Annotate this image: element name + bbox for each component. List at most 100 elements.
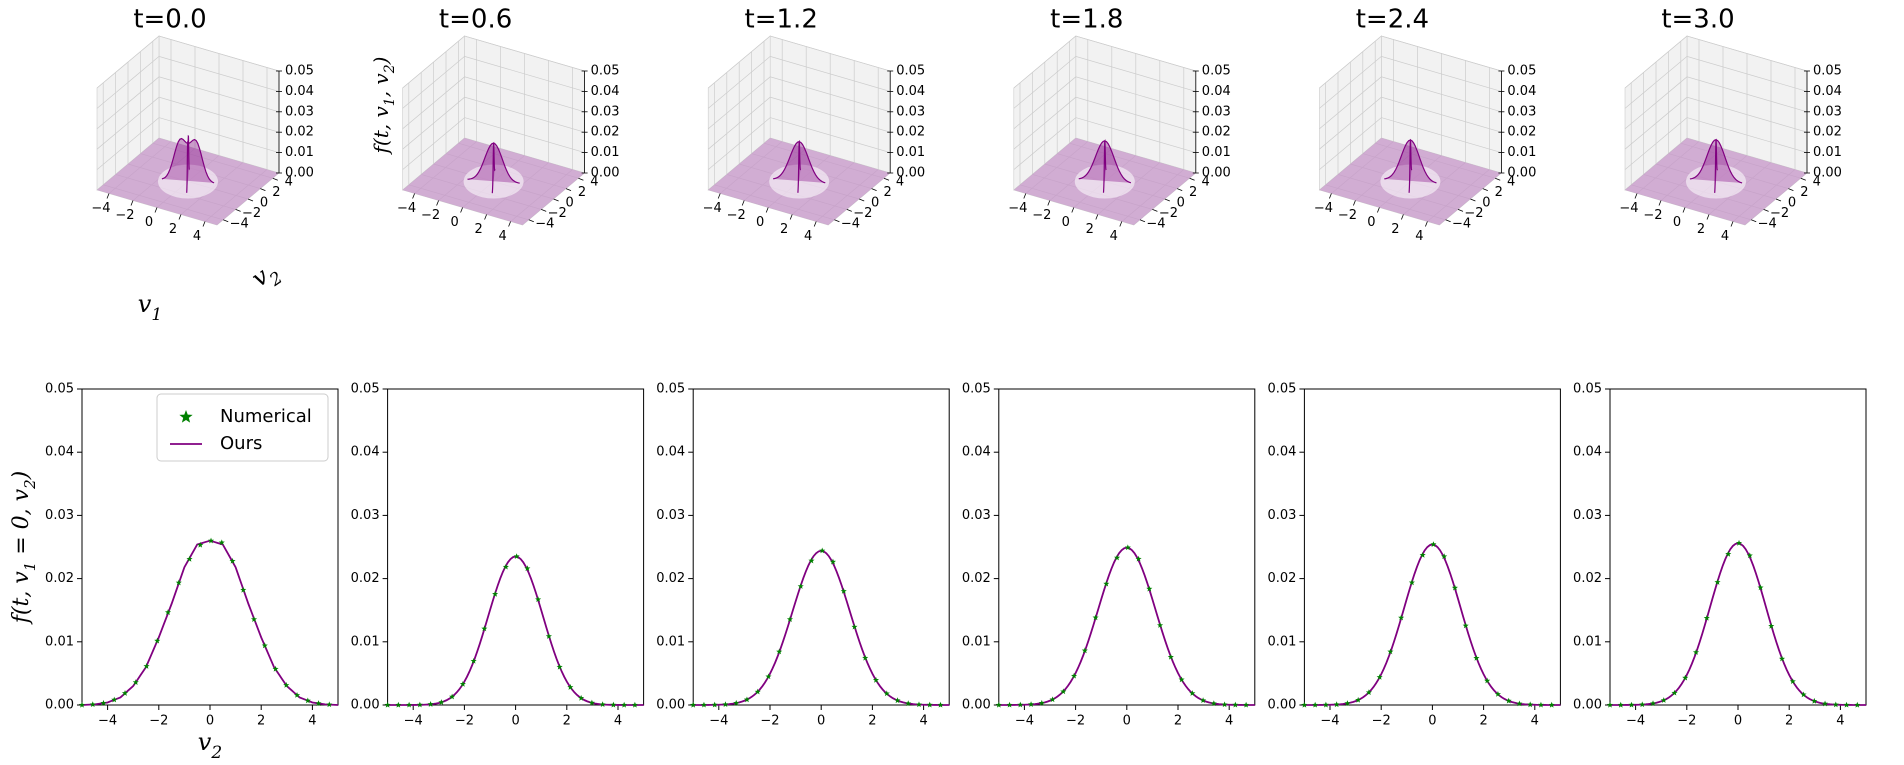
x-tick-label: 2	[868, 714, 876, 729]
x-tick-label: −4	[1314, 201, 1333, 216]
y-tick	[235, 209, 241, 212]
x-tick	[106, 193, 110, 199]
numerical-marker	[1649, 700, 1657, 707]
x-tick-label: 4	[919, 714, 927, 729]
x-tick	[1682, 207, 1686, 213]
y-tick-label: 0.05	[656, 382, 685, 397]
numerical-marker	[179, 410, 193, 423]
numerical-marker	[111, 696, 118, 703]
numerical-marker	[1430, 541, 1437, 547]
z-tick-label: 0.05	[591, 64, 620, 79]
x-tick-label: 2	[1086, 222, 1094, 237]
y-tick-label: 2	[1800, 185, 1808, 200]
numerical-marker	[1757, 584, 1764, 591]
z-tick-label: 0.00	[1507, 166, 1536, 181]
surface-panel: t=2.40.000.010.020.030.040.05−4 −2 0 2 4−4−2…	[1314, 5, 1537, 245]
x-tick	[1329, 193, 1332, 199]
y-tick	[1788, 188, 1794, 191]
panel-title: t=1.2	[745, 5, 818, 35]
grid-line	[1319, 56, 1502, 109]
y-tick-label: 2	[272, 185, 280, 200]
numerical-marker	[1671, 689, 1678, 696]
numerical-marker	[492, 590, 499, 597]
numerical-marker	[1617, 701, 1624, 708]
numerical-marker	[700, 701, 707, 708]
x-tick	[813, 221, 817, 227]
y-tick	[247, 198, 254, 202]
y-tick-label: 0.03	[351, 508, 380, 523]
numerical-marker	[894, 697, 901, 704]
x-tick	[1119, 221, 1123, 227]
grid-line	[707, 56, 891, 109]
numerical-marker	[1735, 539, 1743, 546]
grid-line	[1624, 76, 1808, 130]
slice-panel: −4 −2 0 2 4 0.00 0.01 0.02 0.03 0.04 0.05	[656, 382, 950, 729]
z-tick-label: 0.02	[1507, 125, 1536, 140]
y-tick	[859, 198, 865, 202]
numerical-marker	[164, 609, 172, 615]
y-tick-label: 0.01	[351, 634, 380, 649]
numerical-marker	[1210, 700, 1217, 707]
y-tick-label: 4	[1201, 175, 1209, 190]
numerical-marker	[1811, 697, 1818, 704]
z-tick-label: 0.04	[1813, 84, 1842, 99]
x-tick	[789, 214, 793, 220]
numerical-marker	[1344, 700, 1351, 706]
x-tick-label: 4	[1110, 229, 1118, 244]
numerical-marker	[1725, 550, 1732, 557]
x-tick-label: 4	[1721, 229, 1729, 244]
x-tick-label: 0	[145, 215, 153, 230]
x-tick-label: −2	[1032, 208, 1051, 223]
x-tick-label: 2	[1785, 714, 1793, 729]
grid-line	[1319, 76, 1502, 130]
numerical-marker	[690, 701, 697, 708]
grid-line	[707, 96, 891, 150]
numerical-marker	[1537, 701, 1544, 708]
x-tick	[1730, 221, 1734, 227]
surface-ridge	[491, 141, 496, 194]
numerical-marker	[1038, 699, 1045, 706]
numerical-marker	[218, 539, 225, 546]
x-axis-label: v2	[198, 728, 222, 763]
x-tick	[1047, 200, 1051, 206]
numerical-marker	[1768, 622, 1775, 629]
numerical-marker	[406, 701, 413, 708]
y-tick	[871, 188, 877, 191]
numerical-marker	[1124, 544, 1131, 551]
x-tick-label: 0	[756, 215, 764, 230]
z-tick-label: 0.01	[896, 145, 925, 160]
y-tick-label: 0.01	[45, 634, 74, 649]
numerical-marker	[481, 625, 488, 632]
y-tick-label: 0.05	[1267, 382, 1296, 397]
numerical-marker	[207, 537, 215, 544]
numerical-marker	[1419, 551, 1426, 558]
grid-line	[1624, 117, 1808, 170]
numerical-marker	[1157, 622, 1164, 628]
y-tick-label: 2	[883, 185, 891, 200]
numerical-marker	[872, 676, 880, 683]
numerical-marker	[438, 699, 445, 705]
x-tick-label: −2	[1338, 208, 1357, 223]
numerical-marker	[1462, 622, 1469, 629]
surface-ridge	[186, 134, 190, 193]
y-tick	[260, 188, 266, 191]
grid-line	[1013, 117, 1196, 170]
numerical-marker	[621, 701, 628, 708]
y-tick-label: −2	[242, 206, 261, 221]
numerical-marker	[535, 596, 542, 603]
numerical-marker	[1301, 701, 1308, 708]
numerical-marker	[1017, 701, 1024, 708]
z-tick-label: 0.00	[591, 166, 620, 181]
z-tick-label: 0.04	[285, 84, 314, 99]
y-tick-label: 0	[1788, 196, 1796, 211]
grid-line	[402, 117, 585, 170]
plot-frame	[692, 388, 950, 706]
y-tick-label: 0.02	[656, 571, 685, 586]
x-tick-label: −4	[1008, 201, 1027, 216]
numerical-marker	[995, 701, 1002, 708]
z-tick-label: 0.01	[285, 145, 314, 160]
y-tick-label: 0.04	[45, 445, 74, 460]
plot-frame	[1609, 388, 1867, 706]
numerical-marker	[754, 688, 761, 695]
y-tick-label: 0.03	[45, 508, 74, 523]
